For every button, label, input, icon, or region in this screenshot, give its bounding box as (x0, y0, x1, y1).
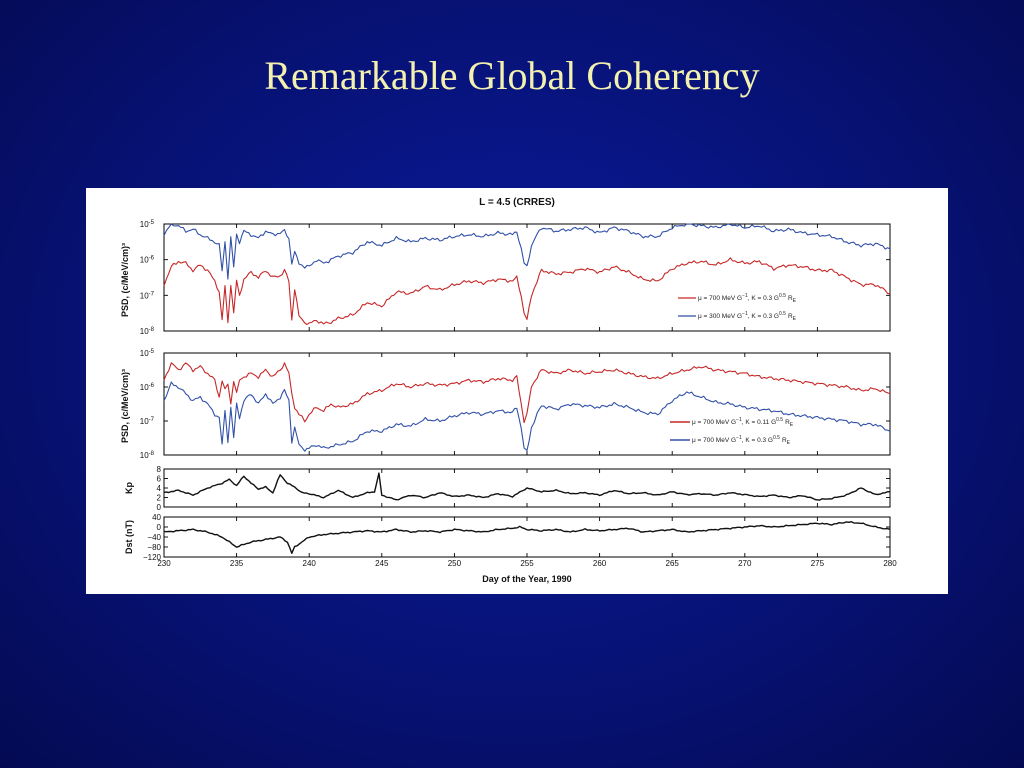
psd2-series-red-line (163, 362, 891, 424)
psd1-ylabel: PSD, (c/MeV/cm)³ (120, 243, 130, 317)
x-tick-label: 230 (157, 559, 171, 568)
x-tick-label: 235 (230, 559, 244, 568)
psd2-ytick-label: 10-5 (140, 349, 155, 358)
x-axis-label: Day of the Year, 1990 (482, 574, 571, 584)
kp-ytick-label: 8 (157, 465, 162, 474)
psd1-ytick-label: 10-6 (140, 256, 155, 265)
x-tick-label: 250 (448, 559, 462, 568)
psd2-ytick-label: 10-6 (140, 383, 155, 392)
dst-series-black-line (163, 521, 891, 554)
x-tick-label: 255 (520, 559, 534, 568)
dst-ytick-label: −120 (143, 553, 162, 562)
psd2-ylabel: PSD, (c/MeV/cm)³ (120, 369, 130, 443)
slide-title: Remarkable Global Coherency (264, 53, 760, 98)
x-tick-label: 275 (811, 559, 825, 568)
figure-panel: L = 4.5 (CRRES) PSD, (c/MeV/cm)³ PSD, (c… (86, 188, 948, 594)
dst-ytick-label: 40 (152, 513, 161, 522)
kp-series-black-line (163, 472, 891, 501)
psd2-legend-blue-label: μ = 700 MeV G−1, K = 0.3 G0.5 RE (692, 435, 791, 446)
psd1-legend-blue-label: μ = 300 MeV G−1, K = 0.3 G0.5 RE (698, 311, 797, 322)
kp-ytick-label: 0 (157, 503, 162, 512)
x-tick-label: 265 (666, 559, 680, 568)
dst-ytick-label: −40 (147, 533, 161, 542)
kp-ylabel: Kp (124, 482, 134, 494)
x-tick-label: 240 (303, 559, 317, 568)
dst-ytick-label: 0 (157, 523, 162, 532)
psd1-series-blue-line (163, 223, 891, 280)
dst-axes-frame (163, 516, 891, 558)
psd1-ytick-label: 10-5 (140, 220, 155, 229)
x-tick-label: 260 (593, 559, 607, 568)
psd1-series-red-line (163, 257, 890, 326)
x-tick-label: 245 (375, 559, 389, 568)
psd2-legend-red-label: μ = 700 MeV G−1, K = 0.11 G0.5 RE (692, 417, 794, 428)
x-tick-label: 270 (738, 559, 752, 568)
psd1-legend: μ = 700 MeV G−1, K = 0.3 G0.5 RE μ = 300 … (678, 293, 797, 322)
psd1-ytick-label: 10-7 (140, 291, 155, 300)
psd2-legend: μ = 700 MeV G−1, K = 0.11 G0.5 RE μ = 700… (670, 417, 794, 446)
kp-ytick-label: 6 (157, 475, 162, 484)
kp-ytick-label: 4 (157, 484, 162, 493)
chart-title: L = 4.5 (CRRES) (479, 197, 555, 208)
psd2-ytick-label: 10-8 (140, 451, 155, 460)
psd2-ytick-label: 10-7 (140, 417, 155, 426)
dst-ylabel: Dst (nT) (124, 520, 134, 554)
dst-ytick-label: −80 (147, 543, 161, 552)
figure-chart: L = 4.5 (CRRES) PSD, (c/MeV/cm)³ PSD, (c… (120, 197, 897, 584)
psd1-legend-red-label: μ = 700 MeV G−1, K = 0.3 G0.5 RE (698, 293, 797, 304)
psd1-ytick-label: 10-8 (140, 327, 155, 336)
x-tick-label: 280 (883, 559, 897, 568)
chart-marks: 230 235 240 245 250 255 260 265 270 275 28010-510-… (140, 220, 897, 568)
kp-ytick-label: 2 (157, 494, 162, 503)
psd2-series-blue-line (163, 381, 891, 452)
